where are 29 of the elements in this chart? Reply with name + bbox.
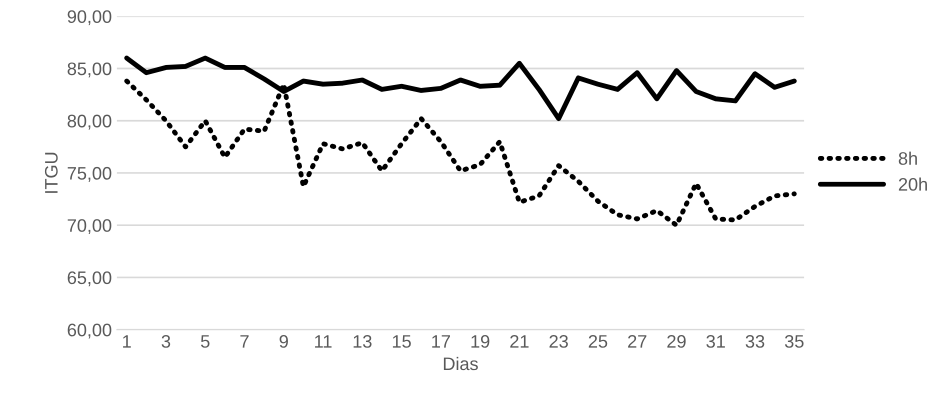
x-tick-label: 23 [550, 335, 568, 348]
x-tick-label: 7 [240, 335, 249, 348]
y-tick-label: 75,00 [68, 166, 112, 182]
x-tick-label: 3 [162, 335, 170, 348]
x-tick-label: 13 [354, 335, 372, 348]
x-tick-label: 5 [200, 335, 210, 348]
x-tick-label: 1 [123, 335, 131, 348]
x-tick-label: 19 [471, 335, 490, 348]
y-tick-label: 60,00 [68, 324, 112, 339]
x-tick-label: 21 [510, 335, 529, 348]
x-tick-label: 27 [628, 335, 646, 348]
y-tick-label: 65,00 [68, 271, 112, 286]
x-tick-label: 15 [392, 335, 411, 348]
x-tick-label: 11 [315, 335, 332, 348]
y-tick-label: 85,00 [68, 62, 112, 78]
x-tick-label: 9 [280, 335, 288, 348]
x-tick-label: 33 [746, 335, 764, 348]
y-axis-title: ITGU [44, 152, 58, 193]
x-tick-label: 29 [667, 335, 686, 348]
x-tick-label: 35 [784, 335, 804, 348]
legend-label: 8h [898, 152, 917, 165]
y-tick-label: 90,00 [68, 10, 112, 26]
x-tick-label: 31 [706, 335, 725, 348]
y-tick-label: 70,00 [68, 219, 112, 234]
x-axis-title: Dias [444, 356, 478, 370]
y-tick-label: 80,00 [68, 114, 112, 130]
x-tick-label: 17 [432, 335, 450, 348]
x-tick-label: 25 [588, 335, 608, 348]
legend-label: 20h [898, 177, 927, 191]
